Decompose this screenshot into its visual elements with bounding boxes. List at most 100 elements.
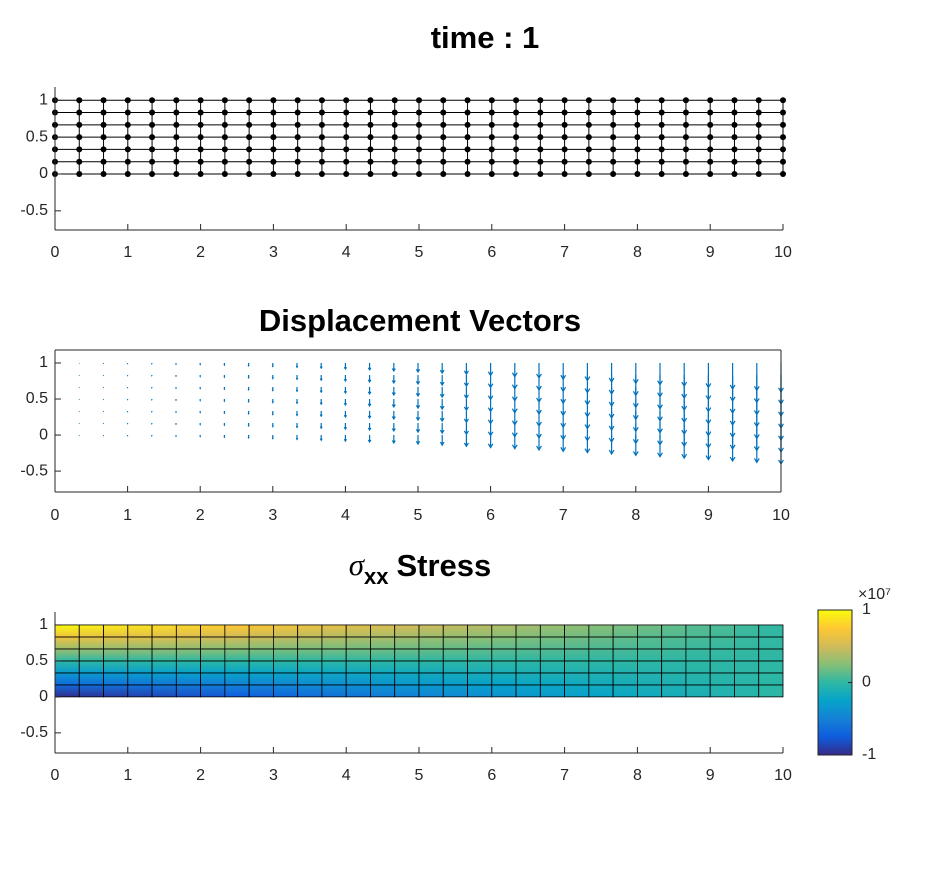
arrow — [439, 435, 445, 447]
arrow — [271, 399, 274, 404]
arrow — [487, 435, 494, 449]
node — [294, 97, 301, 104]
node — [513, 134, 520, 141]
cell — [248, 684, 274, 698]
node — [76, 170, 83, 177]
cell — [103, 684, 129, 698]
cell — [685, 672, 711, 686]
x-tick-label: 6 — [486, 507, 495, 524]
cell — [442, 672, 468, 686]
x-tick-label: 3 — [269, 244, 278, 261]
node — [173, 121, 180, 128]
cell — [272, 636, 299, 650]
node — [537, 134, 544, 141]
cell — [442, 636, 468, 650]
cell — [588, 636, 614, 650]
arrow — [295, 399, 299, 405]
node — [513, 158, 520, 165]
cell — [272, 660, 299, 674]
node — [464, 97, 471, 104]
arrow — [391, 386, 396, 397]
cell — [491, 684, 517, 698]
node — [294, 146, 301, 153]
arrow — [271, 423, 274, 428]
node — [610, 97, 617, 104]
node — [537, 121, 544, 128]
cell — [588, 648, 614, 662]
cell — [345, 672, 371, 686]
arrow — [199, 399, 201, 402]
chart-title: Displacement Vectors — [259, 303, 581, 338]
colorbar-scale-label: ×10⁷ — [858, 586, 891, 603]
arrow — [463, 362, 469, 376]
node — [76, 134, 83, 141]
cell — [418, 648, 444, 662]
x-tick-label: 7 — [560, 767, 569, 784]
node — [537, 109, 544, 116]
arrow — [247, 362, 250, 367]
node — [100, 158, 107, 165]
arrow — [319, 386, 323, 394]
cell — [272, 648, 299, 662]
arrow — [295, 374, 299, 381]
arrow — [463, 435, 469, 448]
colorbar-tick-label: 0 — [862, 674, 871, 691]
cell — [661, 684, 687, 698]
node — [440, 97, 447, 104]
cell — [321, 624, 347, 638]
node — [707, 146, 714, 153]
x-tick-label: 0 — [51, 507, 60, 524]
cell — [758, 660, 784, 674]
colorbar — [817, 609, 853, 756]
node — [270, 146, 277, 153]
node — [173, 109, 180, 116]
cell — [103, 636, 129, 650]
y-tick-label: 0 — [39, 426, 48, 443]
cell — [127, 648, 153, 662]
node — [634, 134, 641, 141]
cell — [175, 684, 201, 698]
x-tick-label: 2 — [196, 507, 205, 524]
cell — [539, 660, 565, 674]
cell — [685, 684, 711, 698]
node — [780, 134, 786, 141]
x-tick-label: 3 — [269, 767, 278, 784]
cell — [78, 672, 104, 686]
node — [755, 121, 762, 128]
cell — [127, 684, 153, 698]
cell — [661, 672, 687, 686]
node — [246, 109, 253, 116]
cell — [297, 684, 323, 698]
arrow — [319, 374, 323, 382]
node — [100, 146, 107, 153]
x-tick-label: 5 — [415, 244, 424, 261]
arrow — [487, 423, 494, 437]
node — [149, 109, 156, 116]
node — [246, 146, 253, 153]
arrow — [319, 411, 323, 418]
cell — [370, 636, 396, 650]
node — [343, 134, 350, 141]
cell — [345, 624, 371, 638]
node — [294, 121, 301, 128]
node — [173, 158, 180, 165]
x-tick-label: 9 — [704, 507, 713, 524]
cell — [564, 636, 590, 650]
node — [755, 146, 762, 153]
node — [221, 121, 228, 128]
cell — [685, 636, 711, 650]
cell — [709, 672, 735, 686]
chart-title: time : 1 — [431, 20, 540, 55]
cell — [248, 672, 274, 686]
cell — [588, 624, 614, 638]
node — [731, 97, 738, 104]
x-tick-label: 7 — [559, 507, 568, 524]
cell — [734, 624, 760, 638]
cell — [248, 624, 274, 638]
cell — [297, 636, 323, 650]
node — [731, 134, 738, 141]
node — [197, 146, 204, 153]
cell — [588, 672, 614, 686]
cell — [370, 624, 396, 638]
node — [416, 146, 422, 153]
